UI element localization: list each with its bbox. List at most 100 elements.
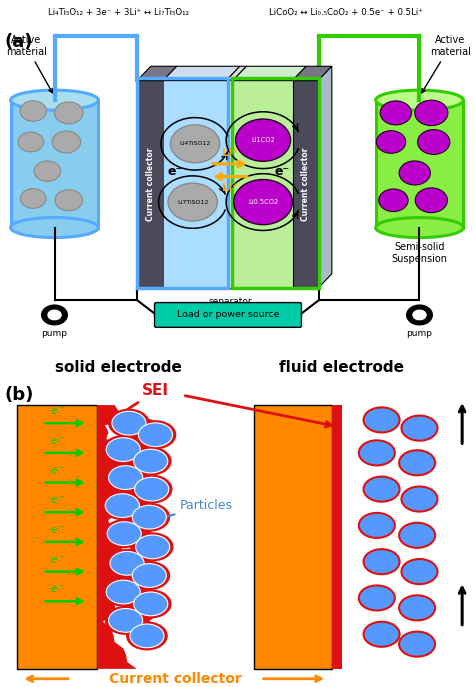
Circle shape: [236, 119, 291, 161]
FancyBboxPatch shape: [293, 80, 319, 288]
FancyBboxPatch shape: [233, 80, 293, 288]
Text: Li1CO2: Li1CO2: [251, 137, 275, 143]
Circle shape: [126, 621, 168, 651]
Circle shape: [359, 440, 395, 465]
Polygon shape: [293, 66, 332, 80]
Text: Active
material: Active material: [422, 35, 471, 93]
Circle shape: [135, 420, 176, 449]
Text: pump: pump: [407, 329, 432, 338]
Text: Active
material: Active material: [6, 35, 53, 93]
Circle shape: [401, 416, 438, 440]
Circle shape: [112, 412, 146, 435]
Text: e⁻: e⁻: [274, 165, 289, 178]
Circle shape: [102, 435, 144, 464]
Circle shape: [18, 132, 44, 152]
Text: fluid electrode: fluid electrode: [279, 359, 404, 374]
FancyBboxPatch shape: [17, 405, 97, 669]
Circle shape: [412, 309, 427, 321]
Text: LiCoO₂ ↔ Li₀.₅CoO₂ + 0.5e⁻ + 0.5Li⁺: LiCoO₂ ↔ Li₀.₅CoO₂ + 0.5e⁻ + 0.5Li⁺: [269, 8, 423, 17]
Circle shape: [109, 609, 143, 632]
Text: (b): (b): [5, 386, 34, 404]
Text: Li0.5CO2: Li0.5CO2: [248, 199, 278, 205]
FancyBboxPatch shape: [155, 302, 301, 327]
Circle shape: [103, 519, 145, 548]
Circle shape: [364, 407, 400, 432]
Circle shape: [123, 501, 154, 522]
Text: Load or power source: Load or power source: [177, 311, 279, 319]
Circle shape: [171, 125, 220, 163]
FancyBboxPatch shape: [254, 405, 332, 669]
Circle shape: [415, 100, 448, 126]
Circle shape: [128, 561, 170, 590]
Text: Current collector: Current collector: [109, 672, 242, 686]
Circle shape: [105, 606, 146, 635]
Circle shape: [364, 549, 400, 574]
Circle shape: [128, 503, 170, 532]
Circle shape: [359, 513, 395, 538]
Circle shape: [132, 563, 166, 587]
Circle shape: [168, 183, 218, 221]
Circle shape: [105, 463, 146, 492]
Polygon shape: [97, 405, 137, 669]
Circle shape: [106, 549, 148, 578]
Circle shape: [401, 559, 438, 584]
Polygon shape: [319, 66, 332, 288]
Circle shape: [20, 101, 46, 121]
Circle shape: [109, 466, 143, 489]
Circle shape: [106, 438, 140, 462]
Circle shape: [125, 559, 155, 580]
Circle shape: [52, 131, 81, 153]
Text: $e^-$: $e^-$: [50, 436, 65, 447]
Circle shape: [55, 190, 82, 211]
Circle shape: [126, 473, 156, 494]
Text: $e^-$: $e^-$: [50, 406, 65, 417]
Circle shape: [20, 189, 46, 208]
Text: pump: pump: [42, 329, 67, 338]
Circle shape: [359, 585, 395, 611]
Ellipse shape: [375, 90, 464, 110]
Text: Li⁺: Li⁺: [222, 183, 238, 193]
Circle shape: [55, 102, 83, 124]
Circle shape: [407, 305, 432, 325]
Circle shape: [376, 131, 406, 153]
Text: Li7TiSO12: Li7TiSO12: [177, 200, 209, 205]
Circle shape: [399, 523, 435, 548]
Circle shape: [132, 506, 166, 529]
Text: $e^-$: $e^-$: [50, 495, 65, 506]
Circle shape: [364, 477, 400, 502]
Text: Semi-solid
Suspension: Semi-solid Suspension: [392, 243, 447, 264]
FancyBboxPatch shape: [10, 100, 99, 227]
Text: $e^-$: $e^-$: [50, 585, 65, 596]
Text: solid electrode: solid electrode: [55, 359, 182, 374]
Circle shape: [47, 309, 62, 321]
Circle shape: [124, 587, 155, 609]
Circle shape: [110, 552, 144, 575]
Circle shape: [415, 188, 447, 213]
Circle shape: [399, 161, 430, 185]
Circle shape: [127, 545, 157, 565]
Circle shape: [123, 618, 154, 639]
Circle shape: [106, 580, 140, 604]
Ellipse shape: [375, 218, 464, 238]
FancyBboxPatch shape: [227, 80, 233, 288]
Circle shape: [108, 409, 150, 438]
FancyBboxPatch shape: [332, 405, 342, 669]
Polygon shape: [227, 66, 246, 80]
Circle shape: [129, 418, 160, 440]
Text: Li₄Ti₅O₁₂ + 3e⁻ + 3Li⁺ ↔ Li₇Ti₅O₁₂: Li₄Ti₅O₁₂ + 3e⁻ + 3Li⁺ ↔ Li₇Ti₅O₁₂: [48, 8, 189, 17]
Text: Current collector: Current collector: [146, 147, 155, 221]
Text: Li⁺: Li⁺: [222, 148, 238, 159]
FancyBboxPatch shape: [137, 80, 164, 288]
Text: (a): (a): [5, 33, 33, 51]
Circle shape: [138, 423, 173, 447]
Polygon shape: [164, 66, 240, 80]
Text: SEI: SEI: [107, 383, 169, 423]
Polygon shape: [137, 66, 177, 80]
Circle shape: [131, 475, 173, 504]
Circle shape: [124, 444, 155, 466]
Circle shape: [364, 622, 400, 646]
Circle shape: [136, 535, 170, 559]
Circle shape: [130, 447, 172, 475]
Circle shape: [132, 532, 173, 561]
Circle shape: [124, 487, 155, 508]
